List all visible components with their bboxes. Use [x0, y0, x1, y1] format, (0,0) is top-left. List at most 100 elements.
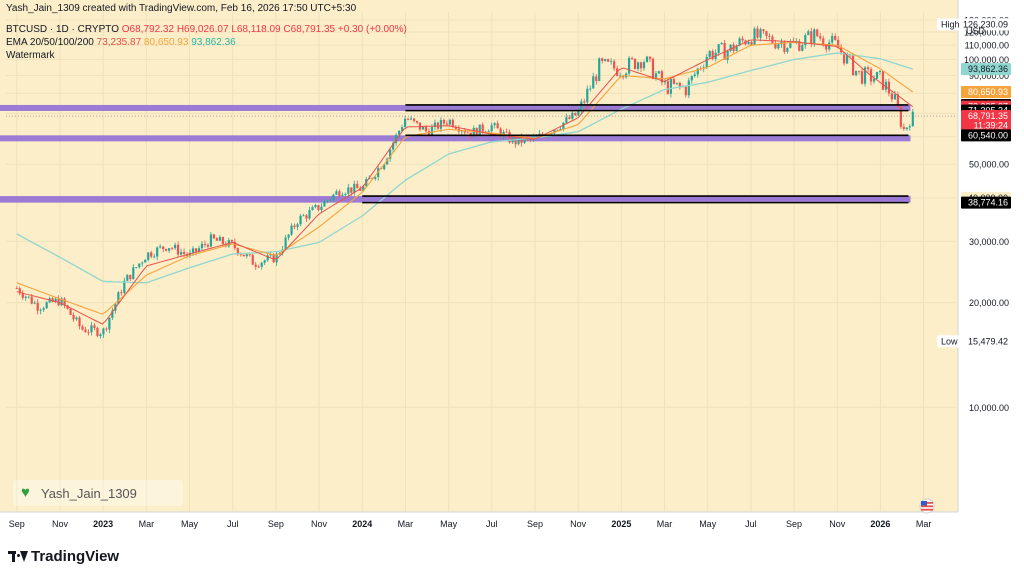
us-flag-icon[interactable] [919, 498, 935, 514]
candle-down [242, 254, 245, 257]
candle-down [568, 117, 571, 119]
green-heart-icon: ♥ [21, 484, 30, 501]
ema20-value: 73,235.87 [96, 37, 142, 48]
candle-up [846, 54, 849, 64]
candle-up [308, 210, 311, 219]
candle-down [481, 124, 484, 132]
candle-down [105, 328, 108, 330]
candle-up [627, 57, 631, 74]
candle-down [415, 120, 419, 123]
open-value: O68,792.32 [121, 24, 175, 35]
candle-up [395, 134, 398, 143]
time-axis: Sep Nov 2023 Mar May Jul Sep Nov 2024 Mar May Jul Se… [9, 519, 932, 529]
candle-down [51, 298, 54, 302]
candle-down [81, 326, 84, 330]
candle-up [287, 234, 290, 238]
ema-lines [16, 39, 914, 325]
candle-down [371, 177, 374, 179]
candle-up [245, 254, 248, 257]
candle-up [266, 255, 269, 261]
candle-down [36, 302, 39, 311]
candle-down [221, 237, 224, 244]
candle-up [347, 187, 350, 194]
candle-down [741, 38, 744, 41]
candle-up [99, 334, 102, 337]
candle-up [126, 274, 129, 281]
tradingview-logo[interactable]: TradingView [8, 548, 119, 565]
high-value: H69,026.07 [176, 24, 229, 35]
candle-up [675, 82, 678, 84]
low-value: L68,118.09 [231, 24, 281, 35]
candle-down [18, 288, 21, 294]
candle-up [729, 44, 732, 51]
label-ema50-bg [961, 86, 1011, 99]
brand-name: TradingView [31, 548, 120, 565]
candle-down [499, 128, 502, 137]
zones [0, 104, 911, 203]
label-last-bg [961, 110, 1011, 132]
symbol-name[interactable]: BTCUSD · 1D · CRYPTO [6, 24, 119, 35]
candle-down [72, 314, 75, 320]
candle-up [759, 29, 762, 38]
candle-up [663, 81, 667, 83]
candle-up [138, 263, 141, 268]
candle-down [239, 254, 242, 255]
candle-up [565, 117, 568, 123]
currency-label[interactable]: USD [966, 26, 986, 36]
candle-up [735, 45, 738, 52]
candle-down [541, 133, 544, 136]
candle-up [908, 126, 911, 128]
candle-down [424, 126, 428, 132]
candle-down [672, 79, 675, 84]
candle-up [854, 70, 858, 76]
label-38774-bg [961, 196, 1011, 209]
candle-down [756, 28, 759, 38]
candle-down [171, 248, 174, 249]
candle-up [275, 253, 278, 263]
candle-down [406, 118, 410, 120]
candle-down [129, 274, 132, 280]
y-tick-label: 100,000.00 [964, 55, 1009, 65]
candle-up [173, 244, 177, 249]
candle-down [514, 138, 517, 145]
ema-row[interactable]: EMA 20/50/100/200 73,235.87 80,650.93 93… [6, 37, 236, 48]
candle-up [589, 88, 592, 90]
x-tick-label: 2023 [93, 519, 113, 529]
candle-down [837, 39, 840, 48]
candle-down [765, 31, 768, 37]
candle-up [523, 137, 526, 143]
label-low-bg [961, 335, 1011, 348]
candle-down [810, 31, 813, 44]
y-tick-label: 120,000.00 [964, 28, 1009, 38]
candle-down [445, 123, 448, 125]
candle-up [580, 101, 583, 111]
candle-up [669, 79, 672, 94]
candle-down [236, 248, 239, 255]
candle-up [439, 119, 443, 129]
candle-up [353, 183, 356, 193]
candle-up [705, 56, 708, 68]
candle-up [117, 292, 120, 304]
x-tick-label: Sep [527, 519, 543, 529]
candle-up [132, 267, 135, 280]
candle-up [421, 126, 425, 130]
candle-down [418, 122, 422, 130]
candle-up [777, 44, 780, 49]
candle-up [430, 126, 434, 136]
x-tick-label: 2024 [352, 519, 372, 529]
candle-up [299, 215, 302, 225]
x-tick-label: Mar [398, 519, 414, 529]
candle-down [633, 58, 637, 69]
candle-up [598, 58, 601, 82]
candle-up [884, 81, 888, 90]
candle-down [427, 131, 431, 136]
candle-up [218, 237, 221, 241]
resistance-zone [0, 104, 911, 111]
candle-up [24, 296, 27, 298]
candle-up [54, 298, 57, 302]
candle-up [726, 50, 729, 60]
candle-down [96, 327, 99, 337]
candle-down [257, 266, 260, 268]
candle-up [559, 128, 562, 130]
candle-up [344, 193, 347, 195]
